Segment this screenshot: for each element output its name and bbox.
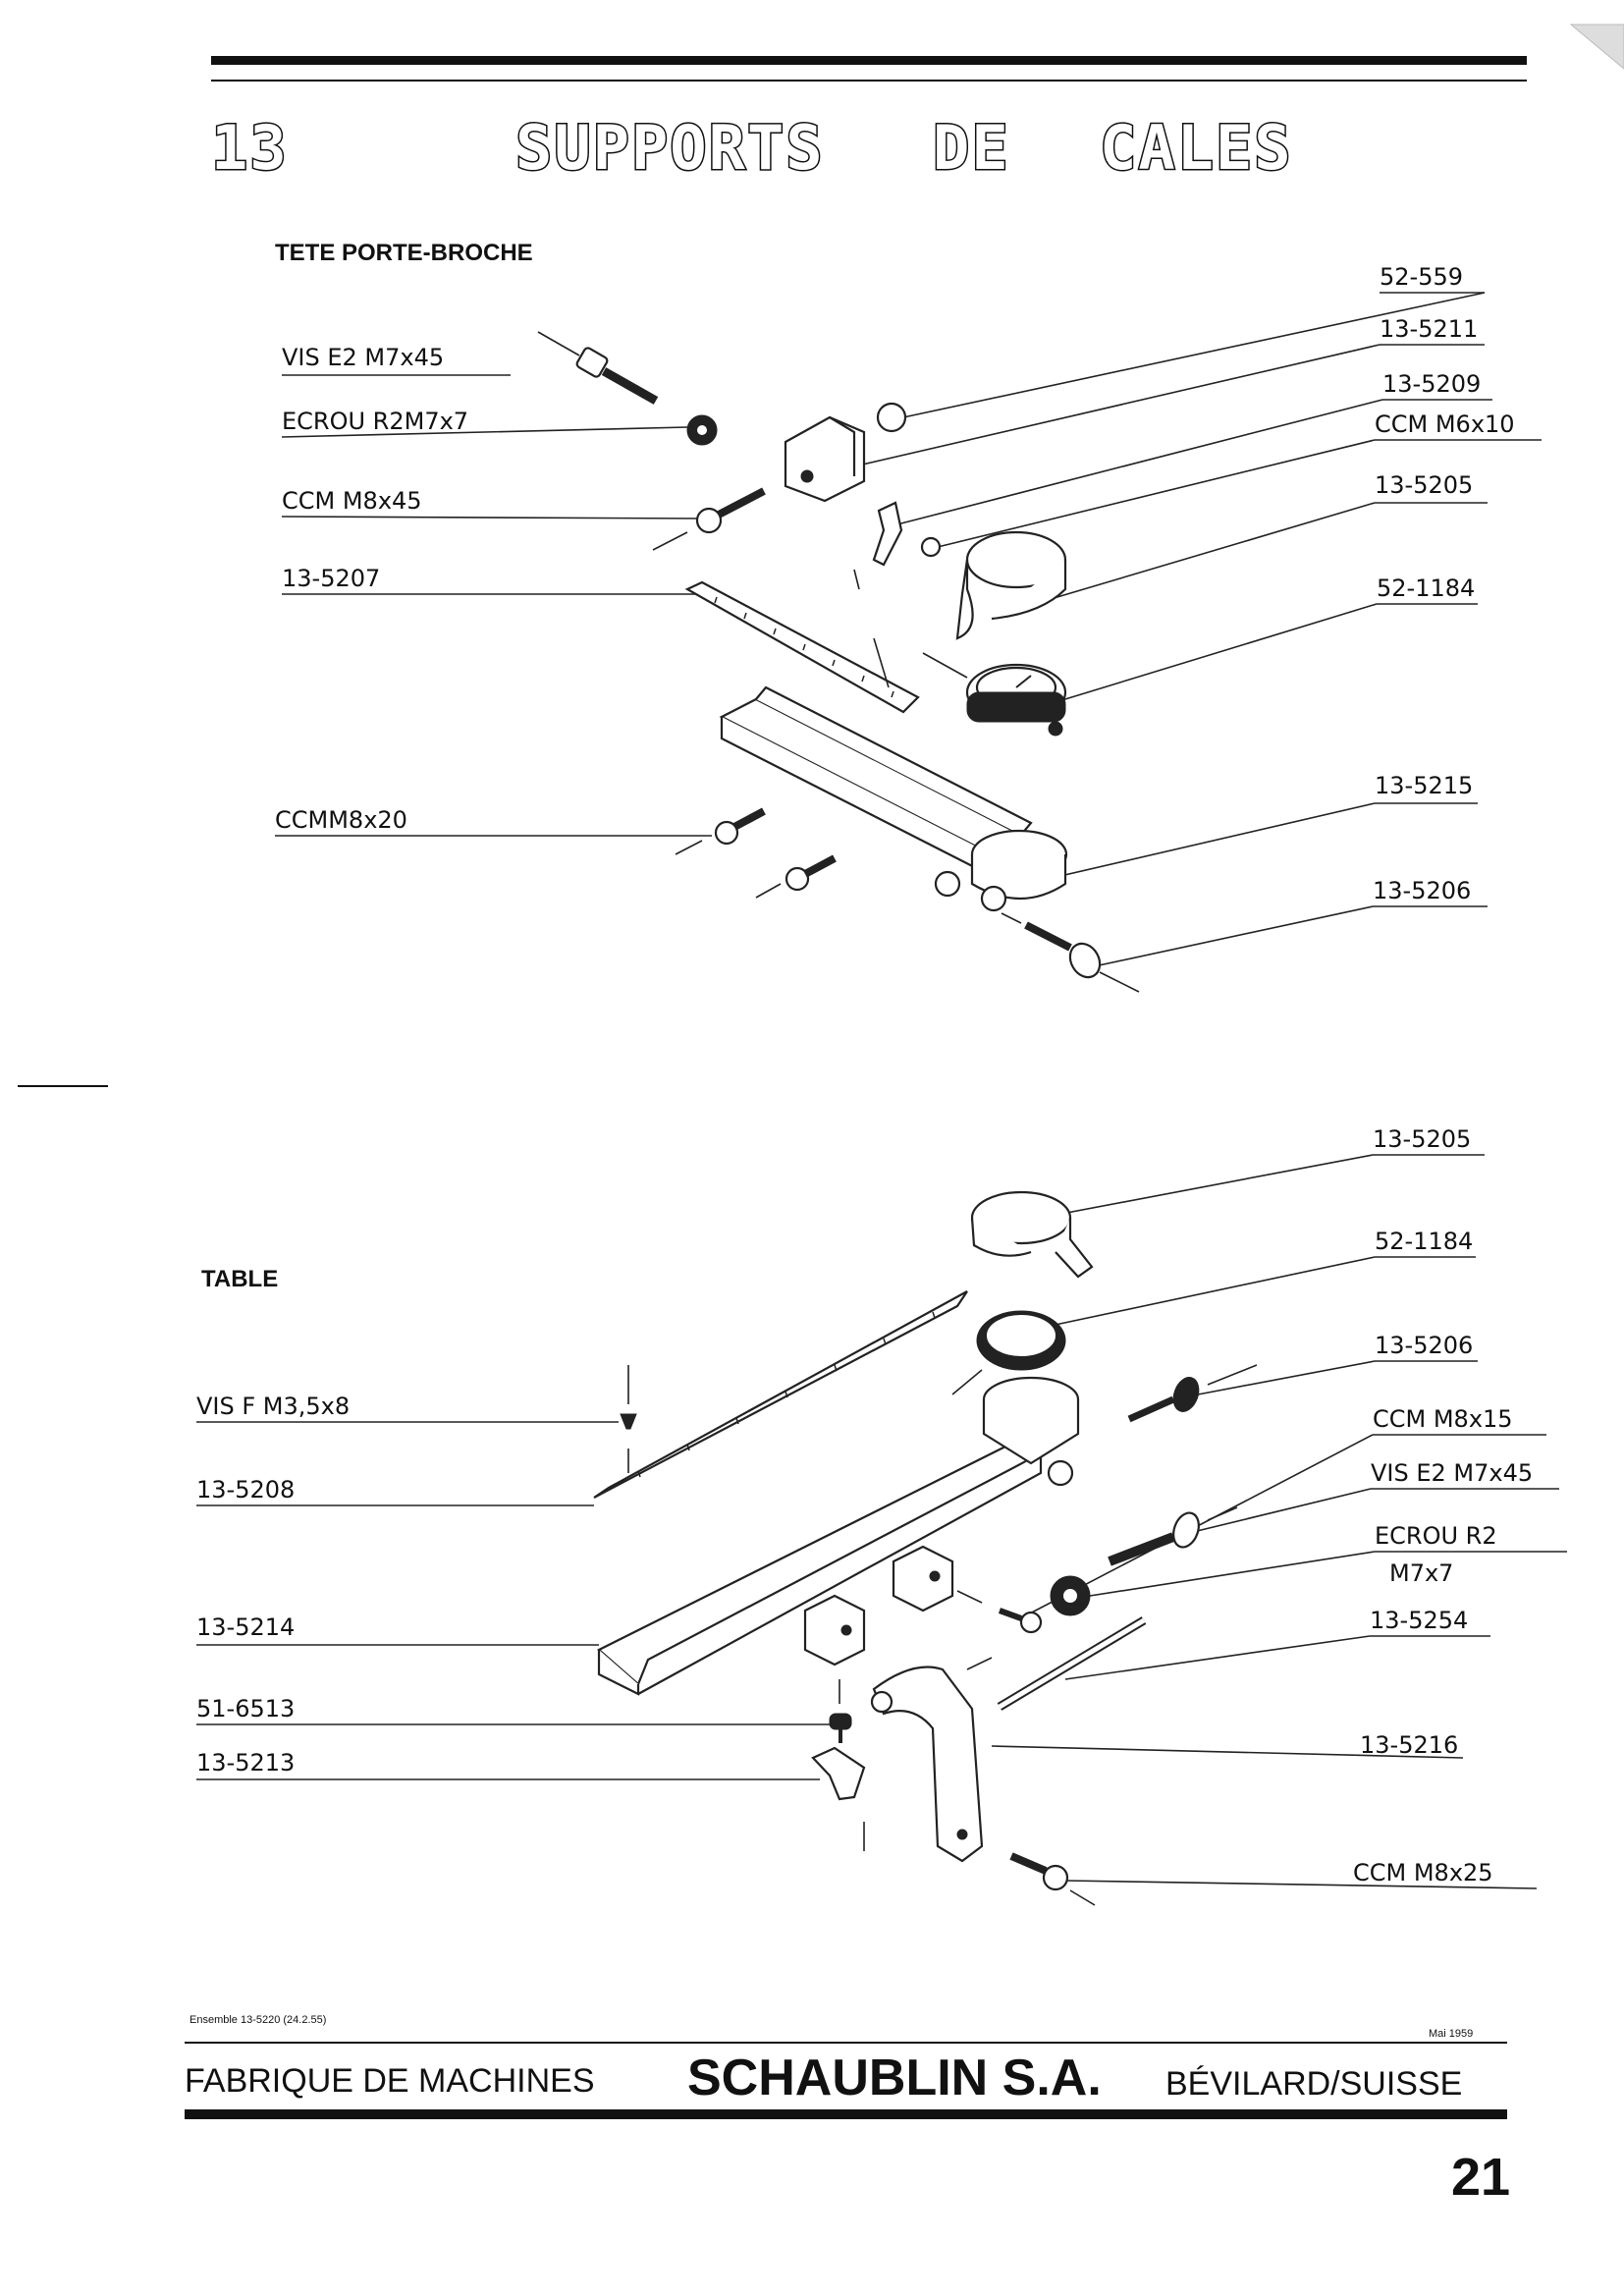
company-location: BÉVILARD/SUISSE	[1165, 2065, 1462, 2103]
leader-13-5205-top	[1050, 502, 1376, 600]
leader-13-5254	[1064, 1635, 1371, 1680]
section-title-table: TABLE	[201, 1266, 278, 1292]
leader-13-5211	[853, 344, 1380, 467]
label-ecrou-r2-top: ECROU R2M7x7	[282, 408, 468, 435]
label-vis-e2-bottom: VIS E2 M7x45	[1371, 1459, 1533, 1487]
company-name: SCHAUBLIN S.A.	[687, 2050, 1102, 2106]
label-13-5214: 13-5214	[196, 1613, 295, 1641]
label-vis-e2-top: VIS E2 M7x45	[282, 344, 444, 371]
label-13-5211: 13-5211	[1380, 315, 1478, 343]
label-ccm-m8x45: CCM M8x45	[282, 487, 422, 515]
label-ccmm8x20: CCMM8x20	[275, 806, 407, 834]
label-13-5207: 13-5207	[282, 565, 380, 592]
label-13-5254: 13-5254	[1370, 1607, 1468, 1634]
leader-ecrou-r2-bottom	[1089, 1551, 1376, 1597]
footer: Ensemble 13-5220 (24.2.55) Mai 1959 FABR…	[185, 2014, 1510, 2207]
section-table: TABLE VIS F M3,5x8 13-5208 13-5214 51-65…	[196, 1125, 1567, 1906]
leader-13-5205-bottom	[1040, 1154, 1374, 1219]
label-13-5208: 13-5208	[196, 1476, 295, 1503]
label-52-1184-bottom: 52-1184	[1375, 1228, 1473, 1255]
label-ecrou-r2-bottom: ECROU R2	[1375, 1522, 1497, 1550]
leader-ecrou-r2-top	[281, 426, 688, 438]
page-curl-mark	[1569, 24, 1624, 70]
print-date: Mai 1959	[1429, 2028, 1473, 2040]
label-52-1184-top: 52-1184	[1377, 574, 1475, 602]
label-13-5215: 13-5215	[1375, 772, 1473, 799]
leader-52-559	[902, 292, 1486, 418]
drawing-table	[593, 1190, 1258, 1906]
label-52-559: 52-559	[1380, 263, 1463, 291]
section-title-tete: TETE PORTE-BROCHE	[275, 240, 533, 266]
header-top-rule	[211, 56, 1527, 65]
title-word-cales: CALES	[1100, 112, 1293, 184]
label-m7x7: M7x7	[1389, 1559, 1453, 1587]
label-51-6513: 51-6513	[196, 1695, 295, 1722]
page-number: 21	[1451, 2148, 1510, 2207]
leader-13-5216	[991, 1745, 1464, 1759]
label-ccm-m6x10: CCM M6x10	[1375, 410, 1515, 438]
title-word-de: DE	[933, 112, 1010, 184]
section-tete-porte-broche: TETE PORTE-BROCHE VIS E2 M7x45 ECROU R2M…	[275, 240, 1542, 993]
leader-13-5215	[1059, 802, 1376, 877]
label-13-5205-top: 13-5205	[1375, 471, 1473, 499]
leader-52-1184-top	[1055, 603, 1378, 703]
drawing-tete-porte-broche	[537, 331, 1140, 993]
leader-13-5206-bottom	[1197, 1360, 1376, 1395]
label-vis-f-m3-5x8: VIS F M3,5x8	[196, 1393, 350, 1420]
label-13-5213: 13-5213	[196, 1749, 295, 1777]
leader-13-5206-top	[1089, 905, 1374, 968]
leader-52-1184-bottom	[1050, 1256, 1376, 1327]
leader-ccm-m6x10	[937, 439, 1376, 548]
label-13-5209: 13-5209	[1382, 370, 1481, 398]
label-13-5205-bottom: 13-5205	[1373, 1125, 1471, 1153]
label-13-5206-top: 13-5206	[1373, 877, 1471, 904]
chapter-number: 13	[211, 112, 289, 184]
header: 13 SUPPORTS DE CALES	[210, 24, 1624, 186]
label-ccm-m8x15: CCM M8x15	[1373, 1405, 1513, 1433]
label-ccm-m8x25: CCM M8x25	[1353, 1859, 1493, 1886]
assembly-reference: Ensemble 13-5220 (24.2.55)	[189, 2014, 326, 2026]
leader-ccm-m8x25	[1064, 1880, 1538, 1889]
leader-13-5209	[893, 399, 1383, 526]
leader-vis-e2-bottom	[1192, 1488, 1372, 1533]
title-word-supports: SUPPORTS	[515, 112, 825, 184]
leader-ccm-m8x45	[281, 516, 703, 519]
label-13-5206-bottom: 13-5206	[1375, 1332, 1473, 1359]
company-prefix: FABRIQUE DE MACHINES	[185, 2062, 595, 2100]
footer-heavy-rule	[185, 2109, 1507, 2119]
label-13-5216: 13-5216	[1360, 1731, 1458, 1759]
